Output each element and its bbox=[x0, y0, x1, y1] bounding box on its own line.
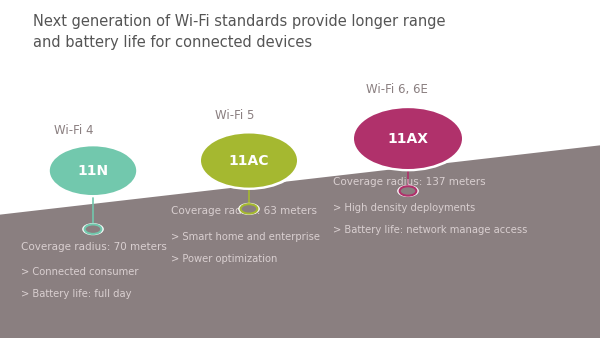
Text: > Power optimization: > Power optimization bbox=[171, 254, 277, 264]
Text: Coverage radius: 63 meters: Coverage radius: 63 meters bbox=[171, 206, 317, 216]
Text: > High density deployments: > High density deployments bbox=[333, 203, 475, 213]
Text: Wi-Fi 5: Wi-Fi 5 bbox=[215, 109, 254, 122]
Text: Wi-Fi 6, 6E: Wi-Fi 6, 6E bbox=[366, 83, 428, 96]
Circle shape bbox=[238, 203, 260, 215]
Ellipse shape bbox=[350, 106, 466, 171]
Circle shape bbox=[400, 186, 416, 196]
Ellipse shape bbox=[46, 144, 140, 197]
Text: > Connected consumer: > Connected consumer bbox=[21, 267, 139, 277]
Ellipse shape bbox=[354, 108, 462, 169]
Text: > Smart home and enterprise: > Smart home and enterprise bbox=[171, 232, 320, 242]
Text: > Battery life: full day: > Battery life: full day bbox=[21, 289, 131, 299]
Text: > Battery life: network manage access: > Battery life: network manage access bbox=[333, 225, 527, 235]
Circle shape bbox=[85, 224, 101, 234]
Text: 11AC: 11AC bbox=[229, 153, 269, 168]
Ellipse shape bbox=[197, 131, 301, 190]
Circle shape bbox=[82, 223, 104, 235]
Polygon shape bbox=[0, 145, 600, 338]
Text: Wi-Fi 4: Wi-Fi 4 bbox=[54, 124, 94, 137]
Text: 11AX: 11AX bbox=[388, 131, 428, 146]
Ellipse shape bbox=[50, 146, 136, 195]
Text: 11N: 11N bbox=[77, 164, 109, 178]
Text: Next generation of Wi-Fi standards provide longer range
and battery life for con: Next generation of Wi-Fi standards provi… bbox=[33, 14, 445, 50]
Circle shape bbox=[241, 204, 257, 214]
Text: Coverage radius: 137 meters: Coverage radius: 137 meters bbox=[333, 177, 485, 188]
Circle shape bbox=[397, 185, 419, 197]
Ellipse shape bbox=[201, 134, 297, 188]
Text: Coverage radius: 70 meters: Coverage radius: 70 meters bbox=[21, 242, 167, 252]
